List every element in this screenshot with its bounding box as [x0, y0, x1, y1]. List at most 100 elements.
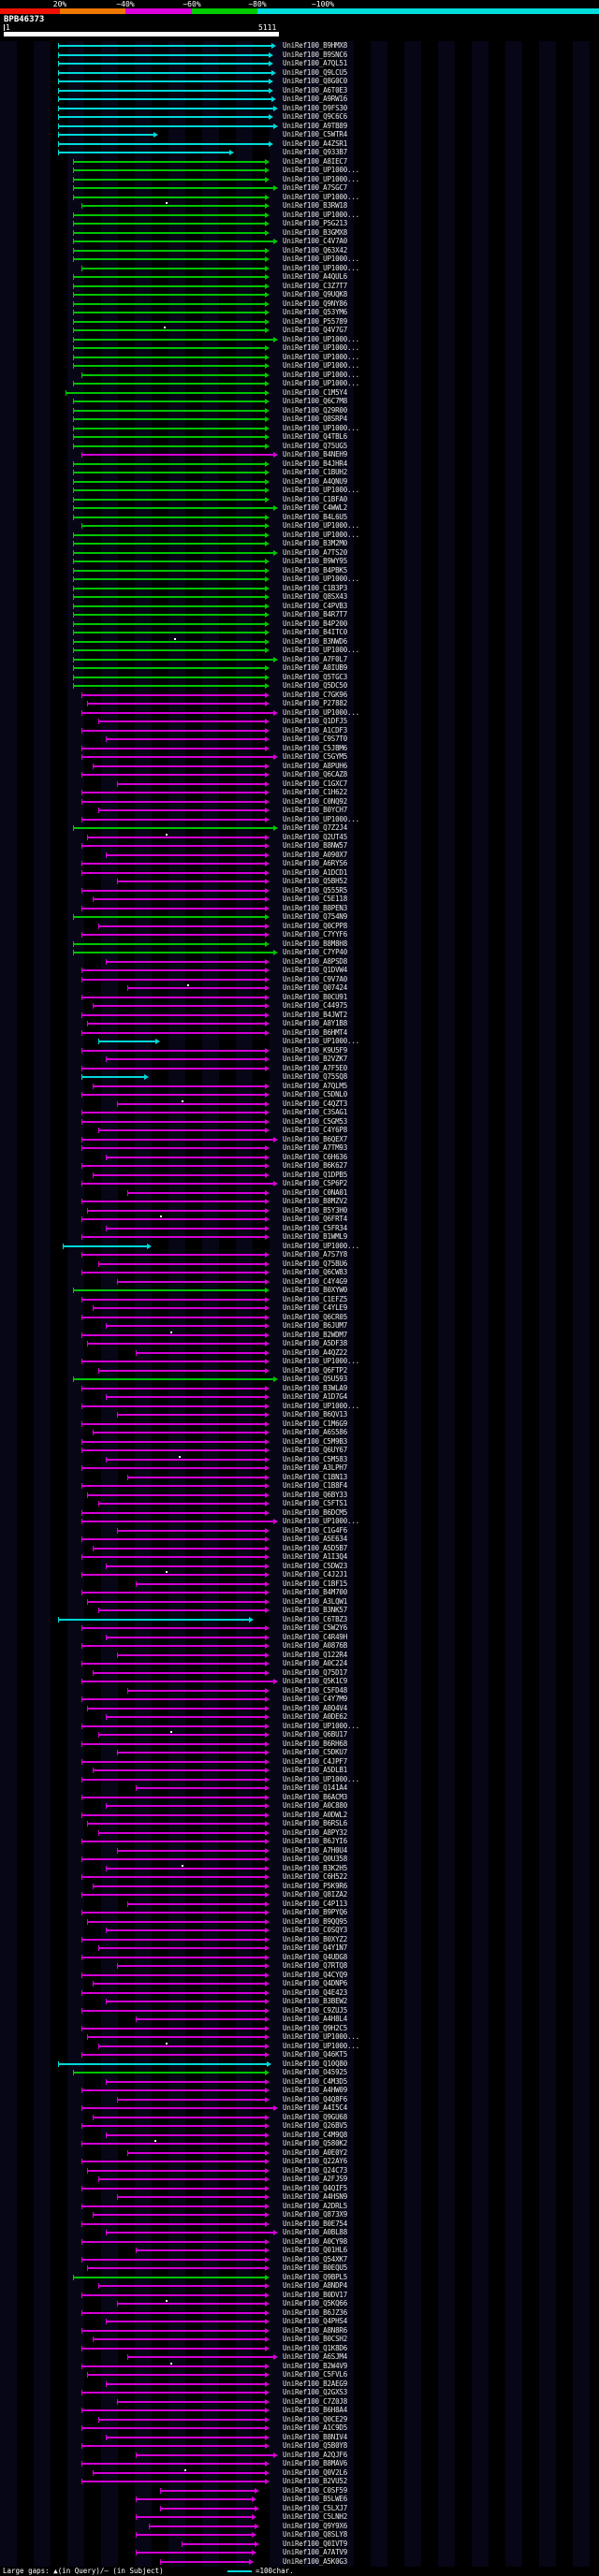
hit-label[interactable]: UniRef100_UP1000...	[283, 575, 359, 583]
hit-label[interactable]: UniRef100_Q75BU6	[283, 1259, 348, 1268]
hit-label[interactable]: UniRef100_A2DRL5	[283, 2201, 348, 2210]
hit-row[interactable]: UniRef100_A0E0Y2	[0, 2148, 599, 2157]
hit-label[interactable]: UniRef100_B0YCH7	[283, 806, 348, 814]
hit-label[interactable]: UniRef100_K9U5F9	[283, 1045, 348, 1055]
hit-label[interactable]: UniRef100_A1D7G4	[283, 1392, 348, 1401]
hit-label[interactable]: UniRef100_C5GYM5	[283, 752, 348, 761]
hit-label[interactable]: UniRef100_C1B8F4	[283, 1481, 348, 1490]
hit-label[interactable]: UniRef100_Q6FRT4	[283, 1215, 348, 1223]
hit-row[interactable]: UniRef100_A0DWL2	[0, 1811, 599, 1819]
hit-label[interactable]: UniRef100_B3NK57	[283, 1606, 348, 1614]
hit-row[interactable]: UniRef100_B3NK57	[0, 1606, 599, 1614]
hit-row[interactable]: UniRef100_C5DW23	[0, 1562, 599, 1570]
hit-label[interactable]: UniRef100_Q9LCU5	[283, 67, 348, 77]
hit-label[interactable]: UniRef100_C7YP40	[283, 948, 348, 956]
hit-row[interactable]: UniRef100_A2FJS9	[0, 2175, 599, 2183]
hit-label[interactable]: UniRef100_C4PVB3	[283, 601, 348, 610]
hit-row[interactable]: UniRef100_UP1000...	[0, 1402, 599, 1410]
hit-row[interactable]: UniRef100_C5LXJ7	[0, 2504, 599, 2512]
hit-row[interactable]: UniRef100_UP1000...	[0, 1775, 599, 1783]
hit-row[interactable]: UniRef100_Q9NY86	[0, 299, 599, 308]
hit-label[interactable]: UniRef100_A5D5B7	[283, 1543, 348, 1552]
hit-label[interactable]: UniRef100_Q4CYQ9	[283, 1970, 348, 1979]
hit-label[interactable]: UniRef100_C1EFZ5	[283, 1294, 348, 1303]
hit-row[interactable]: UniRef100_C1M5Y4	[0, 388, 599, 397]
hit-row[interactable]: UniRef100_UP1000...	[0, 531, 599, 539]
hit-label[interactable]: UniRef100_B0CSH2	[283, 2335, 348, 2343]
hit-row[interactable]: UniRef100_A0BL88	[0, 2228, 599, 2236]
hit-label[interactable]: UniRef100_B8NIV4	[283, 2432, 348, 2441]
hit-label[interactable]: UniRef100_A7F5E0	[283, 1063, 348, 1072]
hit-row[interactable]: UniRef100_Q4UDG8	[0, 1953, 599, 1961]
hit-row[interactable]: UniRef100_B4M700	[0, 1588, 599, 1596]
hit-row[interactable]: UniRef100_Q4V7G7	[0, 326, 599, 334]
hit-label[interactable]: UniRef100_C6TBZ3	[283, 1614, 348, 1623]
hit-label[interactable]: UniRef100_C1BN13	[283, 1472, 348, 1481]
hit-row[interactable]: UniRef100_C4YLE9	[0, 1303, 599, 1312]
hit-row[interactable]: UniRef100_A7QLM5	[0, 1082, 599, 1090]
hit-label[interactable]: UniRef100_Q4Y1N7	[283, 1943, 348, 1952]
hit-row[interactable]: UniRef100_C44975	[0, 1001, 599, 1010]
hit-label[interactable]: UniRef100_UP1000...	[283, 210, 359, 219]
hit-row[interactable]: UniRef100_C5M583	[0, 1455, 599, 1463]
hit-row[interactable]: UniRef100_UP1000...	[0, 1517, 599, 1525]
hit-row[interactable]: UniRef100_C5DKU7	[0, 1748, 599, 1756]
hit-label[interactable]: UniRef100_B4JWT2	[283, 1010, 348, 1019]
hit-label[interactable]: UniRef100_Q7RTQ8	[283, 1961, 348, 1970]
hit-label[interactable]: UniRef100_A1CDF3	[283, 725, 348, 735]
hit-label[interactable]: UniRef100_UP1000...	[283, 646, 359, 654]
hit-row[interactable]: UniRef100_Q9Y9X6	[0, 2522, 599, 2530]
hit-row[interactable]: UniRef100_C4QZT3	[0, 1099, 599, 1108]
hit-row[interactable]: UniRef100_B5LWE6	[0, 2495, 599, 2503]
hit-row[interactable]: UniRef100_UP1000...	[0, 486, 599, 494]
hit-label[interactable]: UniRef100_Q0CPP8	[283, 921, 348, 930]
hit-row[interactable]: UniRef100_C4M3D5	[0, 2077, 599, 2086]
hit-row[interactable]: UniRef100_B3BEW2	[0, 1997, 599, 2005]
hit-label[interactable]: UniRef100_B2VZK7	[283, 1055, 348, 1063]
hit-label[interactable]: UniRef100_Q8SRP4	[283, 415, 348, 423]
hit-label[interactable]: UniRef100_O45925	[283, 2068, 348, 2076]
hit-row[interactable]: UniRef100_A7F0L7	[0, 655, 599, 663]
hit-row[interactable]: UniRef100_Q0V2L6	[0, 2468, 599, 2477]
hit-label[interactable]: UniRef100_Q22AY6	[283, 2157, 348, 2165]
hit-label[interactable]: UniRef100_B4M700	[283, 1588, 348, 1596]
hit-row[interactable]: UniRef100_B8MAV6	[0, 2459, 599, 2467]
hit-label[interactable]: UniRef100_Q4Q8F6	[283, 2094, 348, 2103]
hit-row[interactable]: UniRef100_C6H636	[0, 1153, 599, 1161]
hit-row[interactable]: UniRef100_C5W2Y6	[0, 1623, 599, 1632]
hit-label[interactable]: UniRef100_UP1000...	[283, 361, 359, 370]
hit-row[interactable]: UniRef100_B2VZK7	[0, 1055, 599, 1063]
hit-row[interactable]: UniRef100_P27882	[0, 699, 599, 707]
hit-label[interactable]: UniRef100_C5FR34	[283, 1223, 348, 1232]
hit-row[interactable]: UniRef100_B5Y3H0	[0, 1206, 599, 1215]
hit-row[interactable]: UniRef100_C0SF59	[0, 2486, 599, 2495]
hit-row[interactable]: UniRef100_A2DRL5	[0, 2202, 599, 2210]
hit-label[interactable]: UniRef100_C3SAG1	[283, 1108, 348, 1116]
hit-row[interactable]: UniRef100_B0EQU5	[0, 2263, 599, 2272]
hit-row[interactable]: UniRef100_C4Y6P8	[0, 1126, 599, 1134]
hit-label[interactable]: UniRef100_A1C9D5	[283, 2423, 348, 2432]
hit-row[interactable]: UniRef100_B3GMX8	[0, 228, 599, 237]
hit-label[interactable]: UniRef100_UP1000...	[283, 1721, 359, 1730]
hit-label[interactable]: UniRef100_C7Z0J8	[283, 2396, 348, 2406]
hit-row[interactable]: UniRef100_C7YYF6	[0, 930, 599, 939]
hit-row[interactable]: UniRef100_C0NQ92	[0, 797, 599, 806]
hit-label[interactable]: UniRef100_C6H636	[283, 1152, 348, 1161]
hit-label[interactable]: UniRef100_Q580K2	[283, 2139, 348, 2147]
hit-label[interactable]: UniRef100_C4QZT3	[283, 1099, 348, 1108]
hit-label[interactable]: UniRef100_C5JBM6	[283, 743, 348, 752]
hit-label[interactable]: UniRef100_B6H8A4	[283, 2406, 348, 2414]
hit-label[interactable]: UniRef100_B2WDM7	[283, 1330, 348, 1339]
hit-row[interactable]: UniRef100_Q8SX43	[0, 592, 599, 601]
hit-label[interactable]: UniRef100_C4JPF7	[283, 1756, 348, 1766]
hit-row[interactable]: UniRef100_B9HMX8	[0, 41, 599, 50]
hit-label[interactable]: UniRef100_A8IEC7	[283, 156, 348, 166]
hit-row[interactable]: UniRef100_A5D5B7	[0, 1544, 599, 1552]
hit-row[interactable]: UniRef100_A2QJF6	[0, 2451, 599, 2459]
hit-row[interactable]: UniRef100_Q5KQ66	[0, 2299, 599, 2307]
hit-label[interactable]: UniRef100_Q0IVT9	[283, 2539, 348, 2548]
hit-row[interactable]: UniRef100_Q6FRT4	[0, 1215, 599, 1223]
hit-label[interactable]: UniRef100_A3LQW1	[283, 1596, 348, 1606]
hit-row[interactable]: UniRef100_Q26BV5	[0, 2121, 599, 2130]
hit-label[interactable]: UniRef100_A6RYS6	[283, 859, 348, 867]
